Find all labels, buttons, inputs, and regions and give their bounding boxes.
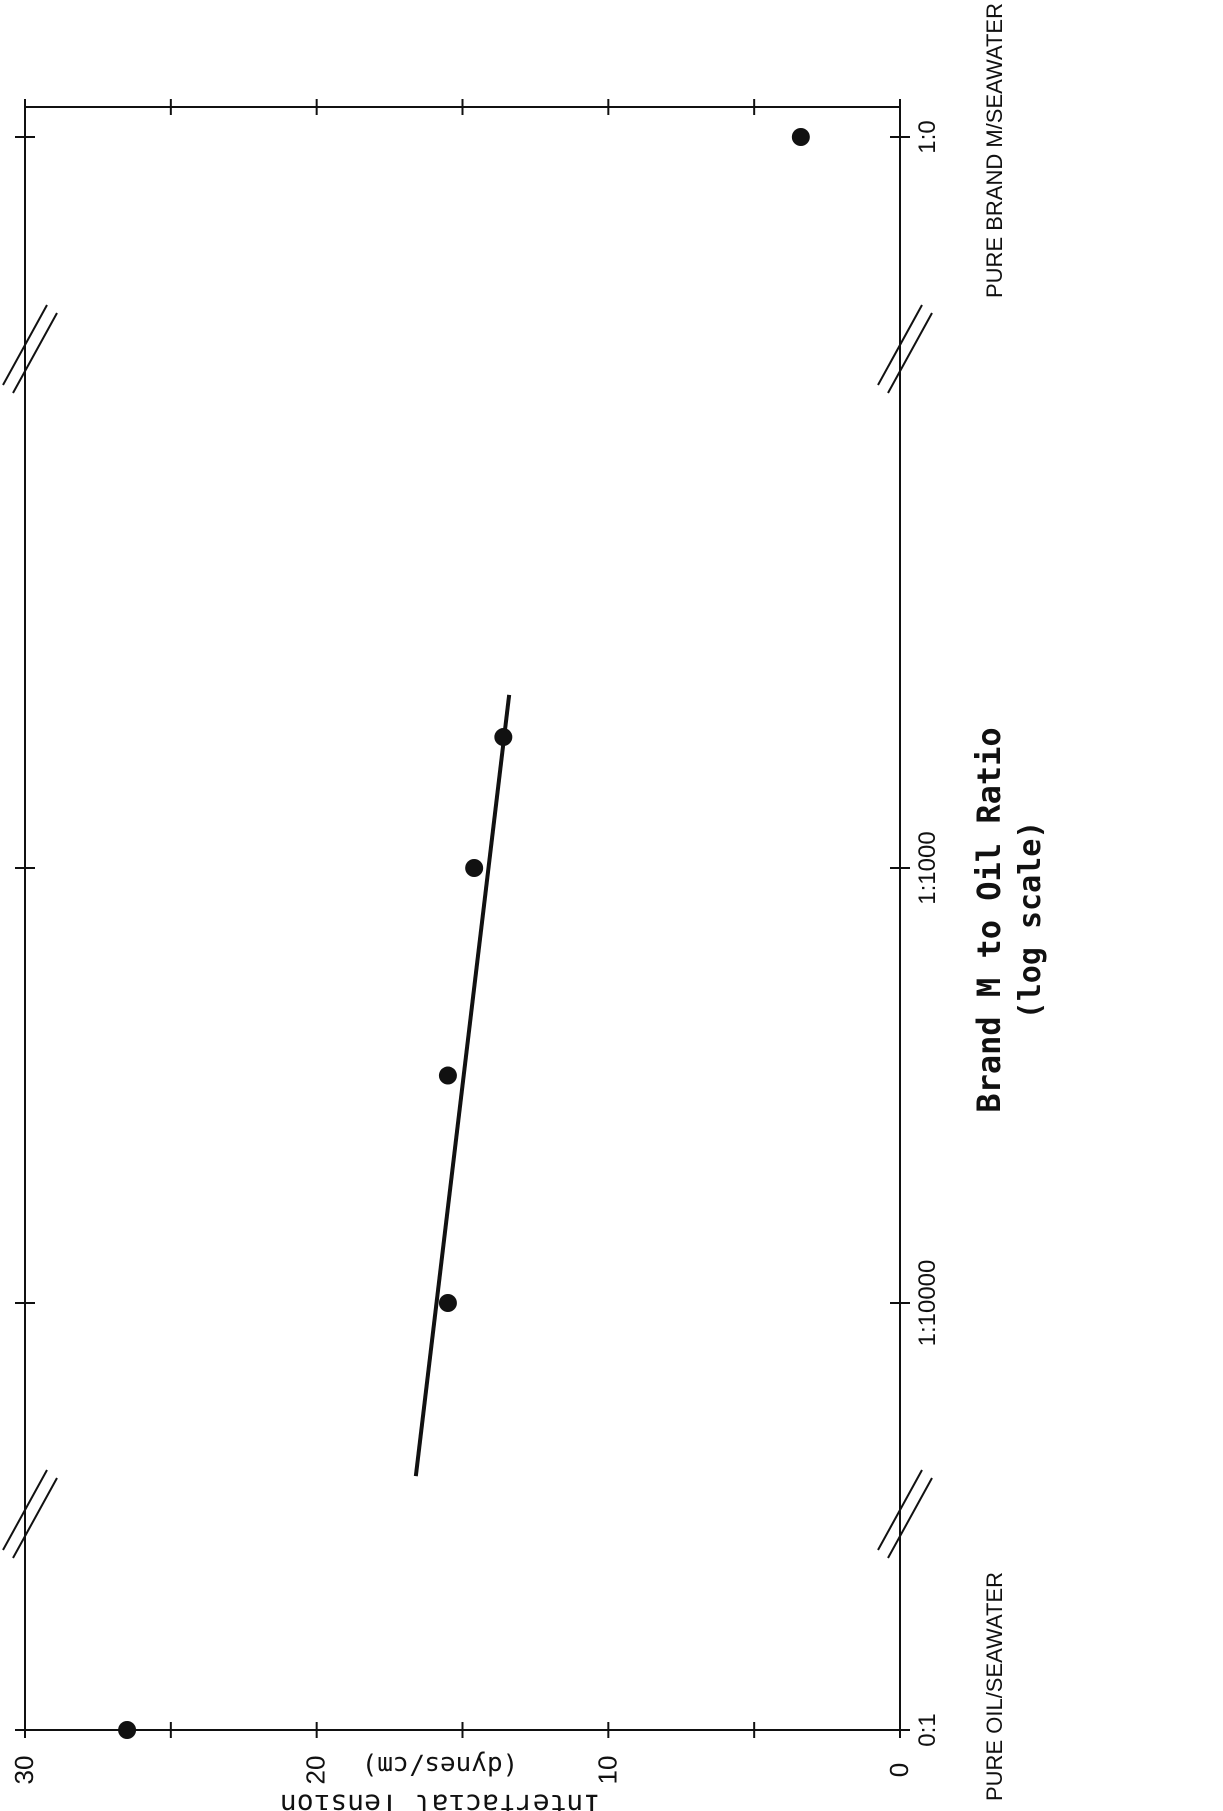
- data-point: [118, 1721, 137, 1739]
- x-axis-title: Brand M to Oil Ratio: [970, 727, 1008, 1112]
- data-point: [438, 1066, 457, 1085]
- plot-area: 0 10 20 30 0:1 1:10000 1:1000 1:0 Interfacial Te…: [2, 3, 1048, 1811]
- data-point: [791, 128, 810, 146]
- end-label-right: PURE BRAND M/SEAWATER: [982, 3, 1007, 298]
- data-point: [494, 728, 513, 747]
- fit-line: [413, 694, 512, 1477]
- axis-break-mark: [12, 312, 58, 394]
- x-tick-label: 1:10000: [914, 1260, 941, 1347]
- x-tick-label: 1:0: [914, 120, 941, 153]
- data-point: [465, 859, 484, 877]
- axis-break-mark: [887, 1477, 933, 1559]
- y-tick-label: 20: [301, 1756, 331, 1785]
- x-axis-note: (log scale): [1013, 821, 1048, 1020]
- y-tick-label: 0: [884, 1763, 914, 1777]
- axis-break-mark: [877, 1469, 923, 1551]
- y-axis-units: (dynes/cm): [362, 1750, 519, 1780]
- data-point: [438, 1294, 457, 1312]
- axis-break-mark: [887, 312, 933, 394]
- axis-break-mark: [2, 304, 48, 386]
- end-label-left: PURE OIL/SEAWATER: [982, 1572, 1007, 1801]
- y-axis-title: Interfacial Tension: [280, 1788, 600, 1811]
- x-tick-label: 0:1: [914, 1713, 941, 1746]
- plot-frame: [24, 106, 901, 1731]
- axis-break-mark: [877, 304, 923, 386]
- y-tick-label: 30: [9, 1756, 39, 1785]
- x-tick-label: 1:1000: [914, 831, 941, 904]
- y-tick-label: 10: [592, 1756, 622, 1785]
- axis-break-mark: [2, 1469, 48, 1551]
- axis-break-mark: [12, 1477, 58, 1559]
